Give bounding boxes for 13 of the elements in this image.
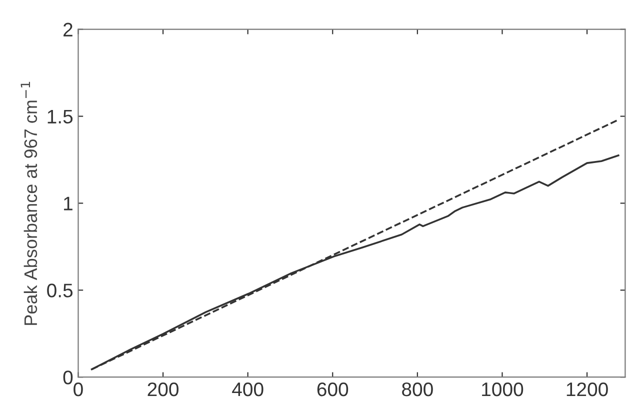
x-tick-label: 200 xyxy=(148,382,178,396)
x-tick-label: 800 xyxy=(402,382,433,396)
y-tick-label: 2 xyxy=(64,22,72,36)
y-tick-label: 1.5 xyxy=(48,110,73,124)
x-tick-label: 1000 xyxy=(482,382,524,396)
y-axis-title: Peak Absorbance at 967 cm$^{−1}$ xyxy=(20,82,38,325)
x-tick-label: 400 xyxy=(232,382,264,396)
x-tick-label: 1200 xyxy=(566,382,608,396)
x-tick-label: 600 xyxy=(317,382,348,396)
y-tick-label: 1 xyxy=(64,196,72,210)
y-tick-label: 0.5 xyxy=(47,284,73,298)
x-tick-label: 0 xyxy=(74,382,83,396)
y-tick-label: 0 xyxy=(63,370,73,384)
